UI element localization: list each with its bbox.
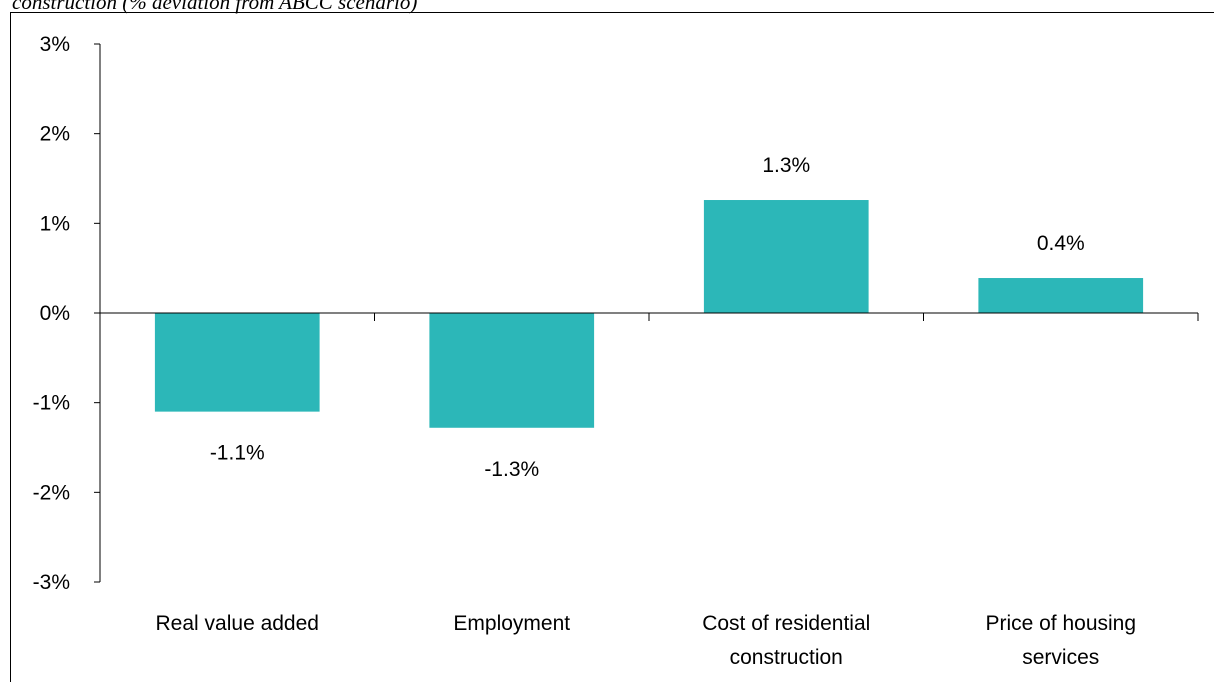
y-tick-label: -1% (33, 392, 70, 415)
category-label: Price of housing (985, 612, 1136, 635)
bar (429, 313, 595, 428)
bar (978, 278, 1144, 313)
y-tick-label: 1% (40, 212, 70, 235)
category-label: construction (730, 646, 843, 669)
chart-frame (10, 12, 1214, 682)
data-label: -1.1% (210, 442, 265, 465)
category-label: Employment (453, 612, 570, 635)
data-label: 0.4% (1037, 232, 1085, 255)
data-label: 1.3% (762, 154, 810, 177)
y-tick-label: -3% (33, 571, 70, 594)
data-labels: -1.1% -1.3% 1.3% 0.4% (210, 154, 1085, 481)
bar (703, 200, 869, 313)
category-label: services (1022, 646, 1099, 669)
category-labels: Real value added Employment Cost of reside… (156, 612, 1137, 669)
data-label: -1.3% (484, 458, 539, 481)
y-tick-label: 2% (40, 123, 70, 146)
y-tick-label: -2% (33, 481, 70, 504)
chart-caption: construction (% deviation from ABCC scen… (12, 0, 418, 14)
y-tick-label: 3% (40, 33, 70, 56)
bar (154, 313, 320, 412)
y-axis: 3% 2% 1% 0% -1% -2% -3% (33, 33, 101, 594)
category-label: Real value added (156, 612, 319, 635)
category-label: Cost of residential (702, 612, 870, 635)
x-axis (100, 312, 1199, 321)
bars (154, 200, 1144, 428)
y-tick-label: 0% (40, 302, 70, 325)
